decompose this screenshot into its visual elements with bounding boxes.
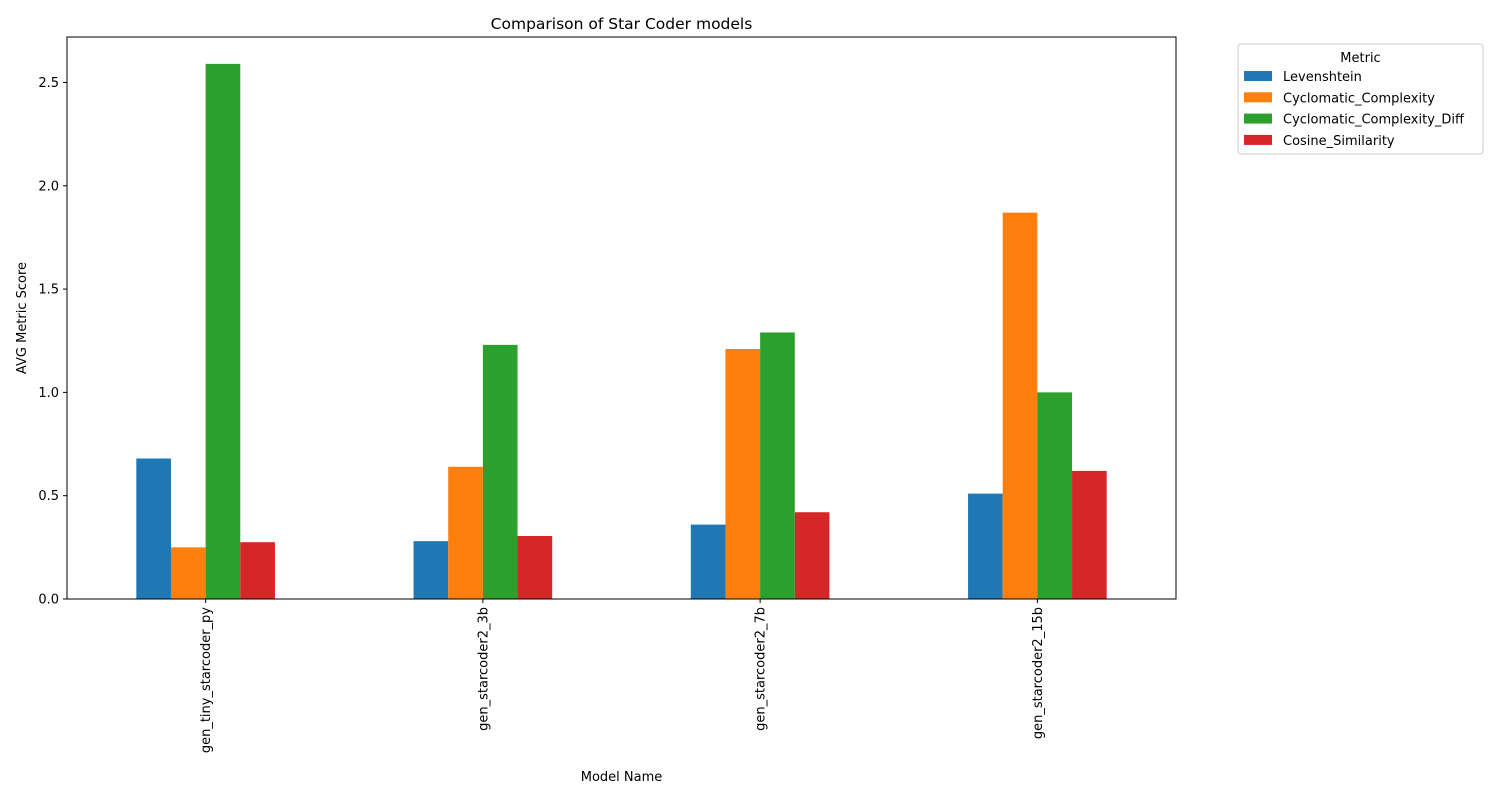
legend-title: Metric — [1340, 51, 1380, 66]
legend-box — [1237, 43, 1484, 155]
legend-swatch-levenshtein — [1244, 71, 1272, 81]
bar-cosine_similarity-gen_starcoder2_3b — [517, 535, 553, 599]
bar-cyclomatic_complexity_diff-gen_starcoder2_3b — [482, 344, 518, 599]
y-tick-label: 0.5 — [38, 489, 59, 504]
bar-cyclomatic_complexity-gen_starcoder2_3b — [448, 466, 483, 599]
bar-levenshtein-gen_tiny_starcoder_py — [136, 458, 171, 599]
legend-label-cyclomatic_complexity: Cyclomatic_Complexity — [1283, 91, 1435, 106]
bar-cyclomatic_complexity_diff-gen_starcoder2_7b — [760, 332, 795, 599]
bar-cosine_similarity-gen_starcoder2_15b — [1072, 470, 1107, 599]
y-tick-label: 2.5 — [38, 76, 59, 91]
y-tick-label: 1.0 — [38, 386, 59, 401]
legend: Metric Levenshtein Cyclomatic_Complexity C… — [1237, 43, 1484, 155]
bar-cyclomatic_complexity-gen_starcoder2_15b — [1002, 212, 1038, 599]
bar-cyclomatic_complexity_diff-gen_starcoder2_15b — [1037, 392, 1073, 599]
legend-swatch-cosine_similarity — [1244, 134, 1272, 145]
legend-swatch-cyclomatic_complexity_diff — [1244, 113, 1272, 124]
bar-cyclomatic_complexity-gen_tiny_starcoder_py — [170, 547, 206, 599]
y-tick-label: 2.0 — [38, 179, 59, 194]
bars-group — [136, 63, 1107, 600]
x-tick-label: gen_tiny_starcoder_py — [199, 607, 214, 753]
y-axis: 0.0 0.5 1.0 1.5 2.0 2.5 — [38, 76, 67, 608]
y-tick-label: 1.5 — [38, 283, 59, 298]
legend-label-cyclomatic_complexity_diff: Cyclomatic_Complexity_Diff — [1283, 113, 1465, 128]
legend-label-levenshtein: Levenshtein — [1283, 70, 1362, 85]
x-axis: gen_tiny_starcoder_py gen_starcoder2_3b ge… — [199, 599, 1046, 753]
bar-cosine_similarity-gen_tiny_starcoder_py — [240, 542, 275, 599]
x-tick-label: gen_starcoder2_15b — [1031, 607, 1046, 739]
legend-swatch-cyclomatic_complexity — [1244, 92, 1272, 103]
chart-title: Comparison of Star Coder models — [491, 15, 753, 33]
bar-levenshtein-gen_starcoder2_7b — [690, 524, 726, 599]
y-tick-label: 0.0 — [38, 593, 59, 608]
y-axis-label: AVG Metric Score — [15, 262, 30, 374]
x-tick-label: gen_starcoder2_7b — [754, 607, 769, 731]
bar-levenshtein-gen_starcoder2_3b — [413, 541, 449, 599]
bar-cosine_similarity-gen_starcoder2_7b — [794, 512, 830, 599]
bar-cyclomatic_complexity_diff-gen_tiny_starcoder_py — [205, 63, 241, 600]
x-tick-label: gen_starcoder2_3b — [476, 607, 491, 731]
x-axis-label: Model Name — [581, 770, 663, 785]
bar-levenshtein-gen_starcoder2_15b — [968, 493, 1003, 599]
legend-label-cosine_similarity: Cosine_Similarity — [1283, 134, 1395, 149]
bar-cyclomatic_complexity-gen_starcoder2_7b — [725, 348, 761, 599]
plot-frame — [66, 36, 1177, 600]
